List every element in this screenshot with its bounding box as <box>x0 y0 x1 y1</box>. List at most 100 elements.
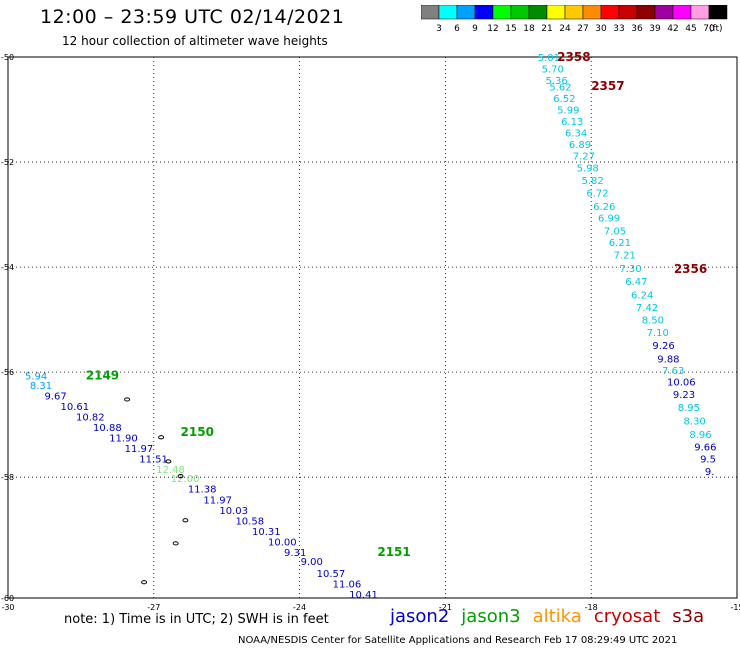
wave-height-label: 5.94 <box>25 371 47 382</box>
wave-height-label: 7.30 <box>619 264 641 275</box>
wave-height-label: 6.34 <box>565 129 587 140</box>
color-bin-label: 24 <box>559 24 571 34</box>
wave-height-label: 9.23 <box>673 390 695 401</box>
lat-tick-label: -60 <box>1 594 14 603</box>
legend-jason2: jason2 <box>390 606 450 627</box>
wave-height-label: 5.99 <box>557 106 579 117</box>
lon-tick-label: -24 <box>293 603 306 612</box>
wave-height-label: 9.67 <box>44 391 66 402</box>
lon-tick-label: -18 <box>585 603 598 612</box>
wave-height-label: 10.06 <box>667 378 696 389</box>
wave-height-label: 7.21 <box>614 250 636 261</box>
wave-height-label: 11.90 <box>109 433 138 444</box>
wave-height-label: 6.26 <box>593 202 615 213</box>
color-bin-label: 6 <box>454 24 460 34</box>
wave-height-label: 10.00 <box>268 537 297 548</box>
wave-height-label: 6.99 <box>598 214 620 225</box>
wave-height-label: 11.97 <box>125 444 154 455</box>
lat-tick-label: -58 <box>1 473 14 482</box>
legend-s3a: s3a <box>672 606 705 627</box>
color-bin-label: 18 <box>523 24 535 34</box>
wave-height-label: 12.00 <box>171 474 200 485</box>
wave-height-label: 8.30 <box>684 416 706 427</box>
pass-time-label: 2358 <box>557 50 590 64</box>
wave-height-label: 7.63 <box>662 366 684 377</box>
island-outline <box>158 435 165 440</box>
wave-height-label: 9.31 <box>284 548 306 559</box>
color-bin-label: 27 <box>577 24 588 34</box>
wave-height-label: 11.97 <box>203 495 232 506</box>
wave-height-label: 5.98 <box>577 163 599 174</box>
pass-time-label: 2149 <box>86 368 119 382</box>
color-bin-label: 15 <box>505 24 516 34</box>
legend-cryosat: cryosat <box>593 606 661 627</box>
color-bin-label: 33 <box>613 24 624 34</box>
wave-height-label: 9.5 <box>700 454 716 465</box>
wave-height-label: 9.00 <box>301 557 323 568</box>
color-bin-label: 3 <box>436 24 442 34</box>
wave-height-label: 7.05 <box>604 226 626 237</box>
lat-tick-label: -52 <box>1 158 14 167</box>
wave-height-label: 10.58 <box>235 516 264 527</box>
legend-altika: altika <box>532 606 582 627</box>
wave-height-label: 10.82 <box>76 412 105 423</box>
lon-tick-label: -21 <box>439 603 452 612</box>
map-frame <box>7 56 738 599</box>
wave-height-label: 6.52 <box>553 94 575 105</box>
wave-height-label: 11.06 <box>333 579 362 590</box>
wave-height-label: 6.13 <box>561 117 583 128</box>
wave-height-label: 10.03 <box>219 506 248 517</box>
wave-height-label: 6.21 <box>609 238 631 249</box>
island-outline <box>165 459 172 464</box>
wave-height-label: 8.95 <box>678 403 700 414</box>
color-scale-legend: 3 6 9 12 15 18 21 24 27 30 33 36 39 42 45 70(ft) <box>421 5 728 34</box>
wave-height-label: 5.70 <box>542 65 564 76</box>
color-bin-label: 42 <box>667 24 678 34</box>
wave-height-label: 8.96 <box>689 430 711 441</box>
pass-time-label: 2150 <box>181 425 214 439</box>
wave-height-label: 5.82 <box>581 176 603 187</box>
wave-height-label: 8.31 <box>30 381 52 392</box>
wave-height-label: 10.31 <box>252 527 281 538</box>
island-outline <box>124 397 131 402</box>
pass-time-label: 2151 <box>377 545 410 559</box>
wave-height-label: 10.57 <box>317 569 346 580</box>
footer-note: note: 1) Time is in UTC; 2) SWH is in fe… <box>64 612 329 627</box>
wave-height-label: 10.61 <box>60 402 89 413</box>
island-outline <box>177 474 184 479</box>
color-bin-label: 9 <box>472 24 478 34</box>
color-bin-label: 70 <box>703 24 715 34</box>
wave-height-label: 5.62 <box>549 82 571 93</box>
wave-height-label: 5.36 <box>546 76 568 87</box>
lat-tick-label: -54 <box>1 263 14 272</box>
wave-height-label: 11.51 <box>139 454 168 465</box>
wave-height-label: 9.88 <box>657 354 679 365</box>
island-outline <box>172 541 179 546</box>
lat-tick-label: -50 <box>1 53 14 62</box>
color-bin-label: 36 <box>631 24 643 34</box>
map-subtitle: 12 hour collection of altimeter wave hei… <box>62 34 328 48</box>
wave-height-label: 12.48 <box>156 465 185 476</box>
map-title: 12:00 – 23:59 UTC 02/14/2021 <box>40 6 345 28</box>
wave-height-label: 11.38 <box>188 485 217 496</box>
island-outline <box>182 518 189 523</box>
pass-time-label: 2357 <box>591 79 624 93</box>
lon-tick-label: -15 <box>730 603 740 612</box>
color-bin-label: 21 <box>541 24 552 34</box>
wave-height-label: 9.66 <box>694 443 716 454</box>
island-outline <box>141 580 148 585</box>
track-layer: 5.015.705.365.626.525.996.136.346.897.27… <box>25 50 716 601</box>
wave-height-label: 10.41 <box>349 590 378 601</box>
wave-height-label: 5.01 <box>538 53 560 64</box>
color-bin-label: 12 <box>487 24 498 34</box>
color-unit-label: (ft) <box>709 24 723 34</box>
credit-line: NOAA/NESDIS Center for Satellite Applica… <box>238 635 678 646</box>
wave-height-label: 9.26 <box>652 341 674 352</box>
color-bin <box>708 5 728 20</box>
wave-height-label: 6.89 <box>569 140 591 151</box>
legend-jason3: jason3 <box>461 606 521 627</box>
wave-height-label: 9. <box>705 467 715 478</box>
wave-height-label: 6.72 <box>586 189 608 200</box>
color-bin-label: 39 <box>649 24 661 34</box>
